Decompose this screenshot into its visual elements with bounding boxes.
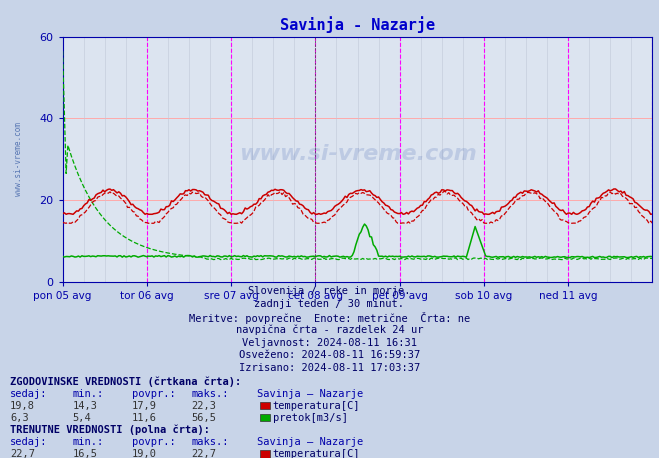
- Text: Meritve: povprečne  Enote: metrične  Črta: ne: Meritve: povprečne Enote: metrične Črta:…: [189, 312, 470, 324]
- Text: 22,7: 22,7: [191, 449, 216, 458]
- Text: zadnji teden / 30 minut.: zadnji teden / 30 minut.: [254, 299, 405, 309]
- Text: www.si-vreme.com: www.si-vreme.com: [239, 144, 476, 164]
- Text: 5,4: 5,4: [72, 413, 91, 423]
- Text: 14,3: 14,3: [72, 401, 98, 411]
- Text: temperatura[C]: temperatura[C]: [273, 401, 360, 411]
- Text: pretok[m3/s]: pretok[m3/s]: [273, 413, 348, 423]
- Text: min.:: min.:: [72, 437, 103, 447]
- Text: 22,7: 22,7: [10, 449, 35, 458]
- Text: povpr.:: povpr.:: [132, 437, 175, 447]
- Text: 19,8: 19,8: [10, 401, 35, 411]
- Text: 19,0: 19,0: [132, 449, 157, 458]
- Title: Savinja - Nazarje: Savinja - Nazarje: [280, 16, 435, 33]
- Text: 16,5: 16,5: [72, 449, 98, 458]
- Text: povpr.:: povpr.:: [132, 389, 175, 399]
- Text: ZGODOVINSKE VREDNOSTI (črtkana črta):: ZGODOVINSKE VREDNOSTI (črtkana črta):: [10, 376, 241, 387]
- Text: www.si-vreme.com: www.si-vreme.com: [14, 122, 23, 196]
- Text: sedaj:: sedaj:: [10, 437, 47, 447]
- Text: 17,9: 17,9: [132, 401, 157, 411]
- Text: min.:: min.:: [72, 389, 103, 399]
- Text: Osveženo: 2024-08-11 16:59:37: Osveženo: 2024-08-11 16:59:37: [239, 350, 420, 360]
- Text: 22,3: 22,3: [191, 401, 216, 411]
- Text: temperatura[C]: temperatura[C]: [273, 449, 360, 458]
- Text: Veljavnost: 2024-08-11 16:31: Veljavnost: 2024-08-11 16:31: [242, 338, 417, 348]
- Text: Izrisano: 2024-08-11 17:03:37: Izrisano: 2024-08-11 17:03:37: [239, 363, 420, 373]
- Text: 11,6: 11,6: [132, 413, 157, 423]
- Text: Savinja – Nazarje: Savinja – Nazarje: [257, 437, 363, 447]
- Text: Slovenija / reke in morje.: Slovenija / reke in morje.: [248, 286, 411, 296]
- Text: TRENUTNE VREDNOSTI (polna črta):: TRENUTNE VREDNOSTI (polna črta):: [10, 425, 210, 435]
- Text: maks.:: maks.:: [191, 389, 229, 399]
- Text: navpična črta - razdelek 24 ur: navpična črta - razdelek 24 ur: [236, 325, 423, 335]
- Text: sedaj:: sedaj:: [10, 389, 47, 399]
- Text: maks.:: maks.:: [191, 437, 229, 447]
- Text: Savinja – Nazarje: Savinja – Nazarje: [257, 389, 363, 399]
- Text: 56,5: 56,5: [191, 413, 216, 423]
- Text: 6,3: 6,3: [10, 413, 28, 423]
